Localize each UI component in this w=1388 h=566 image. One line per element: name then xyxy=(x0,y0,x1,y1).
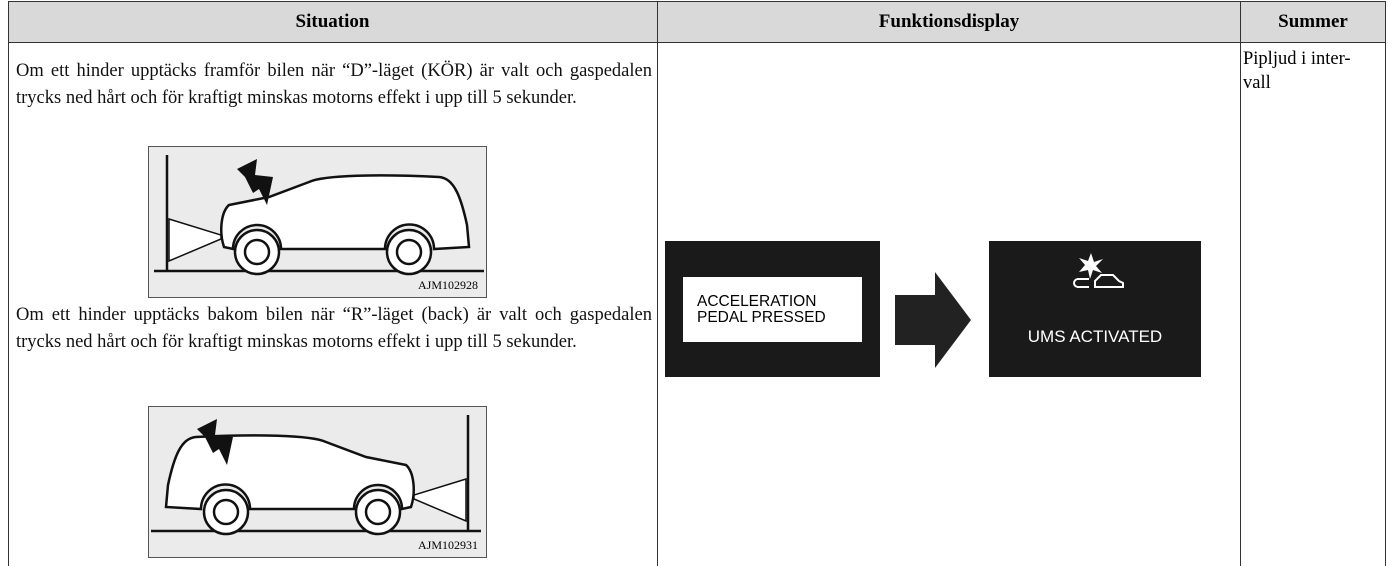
display-line: ACCELERATION xyxy=(697,292,817,310)
column-line xyxy=(657,1,658,566)
situation-text: Om ett hinder upptäcks framför bilen när… xyxy=(16,61,652,108)
summer-text: Pipljud i inter- vall xyxy=(1243,47,1351,95)
arrow xyxy=(895,272,971,368)
situation-text: Om ett hinder upptäcks bakom bilen när “… xyxy=(16,305,652,352)
display-message: ACCELERATION PEDAL PRESSED xyxy=(683,277,862,342)
header-cell: Funktionsdisplay xyxy=(658,1,1240,43)
column-line xyxy=(1240,1,1241,566)
summer-line: Pipljud i inter- xyxy=(1243,49,1351,69)
display-line: PEDAL PRESSED xyxy=(697,308,826,326)
figure: AJM102928 xyxy=(148,146,487,298)
car-illustration xyxy=(154,155,484,276)
display-message: UMS ACTIVATED xyxy=(1027,327,1163,346)
figure: AJM102931 xyxy=(148,406,487,558)
figure-id: AJM102928 xyxy=(417,278,478,292)
header-cell: Situation xyxy=(8,1,657,43)
column-line xyxy=(8,1,9,566)
car-illustration xyxy=(151,415,481,536)
display-screen: UMS ACTIVATED xyxy=(989,241,1201,377)
column-line xyxy=(1385,1,1386,566)
figure-id: AJM102931 xyxy=(417,538,478,552)
summer-line: vall xyxy=(1243,73,1271,93)
header-cell: Summer xyxy=(1241,1,1385,43)
display-screen: ACCELERATION PEDAL PRESSED xyxy=(665,241,880,377)
ums-icon xyxy=(1073,253,1124,288)
